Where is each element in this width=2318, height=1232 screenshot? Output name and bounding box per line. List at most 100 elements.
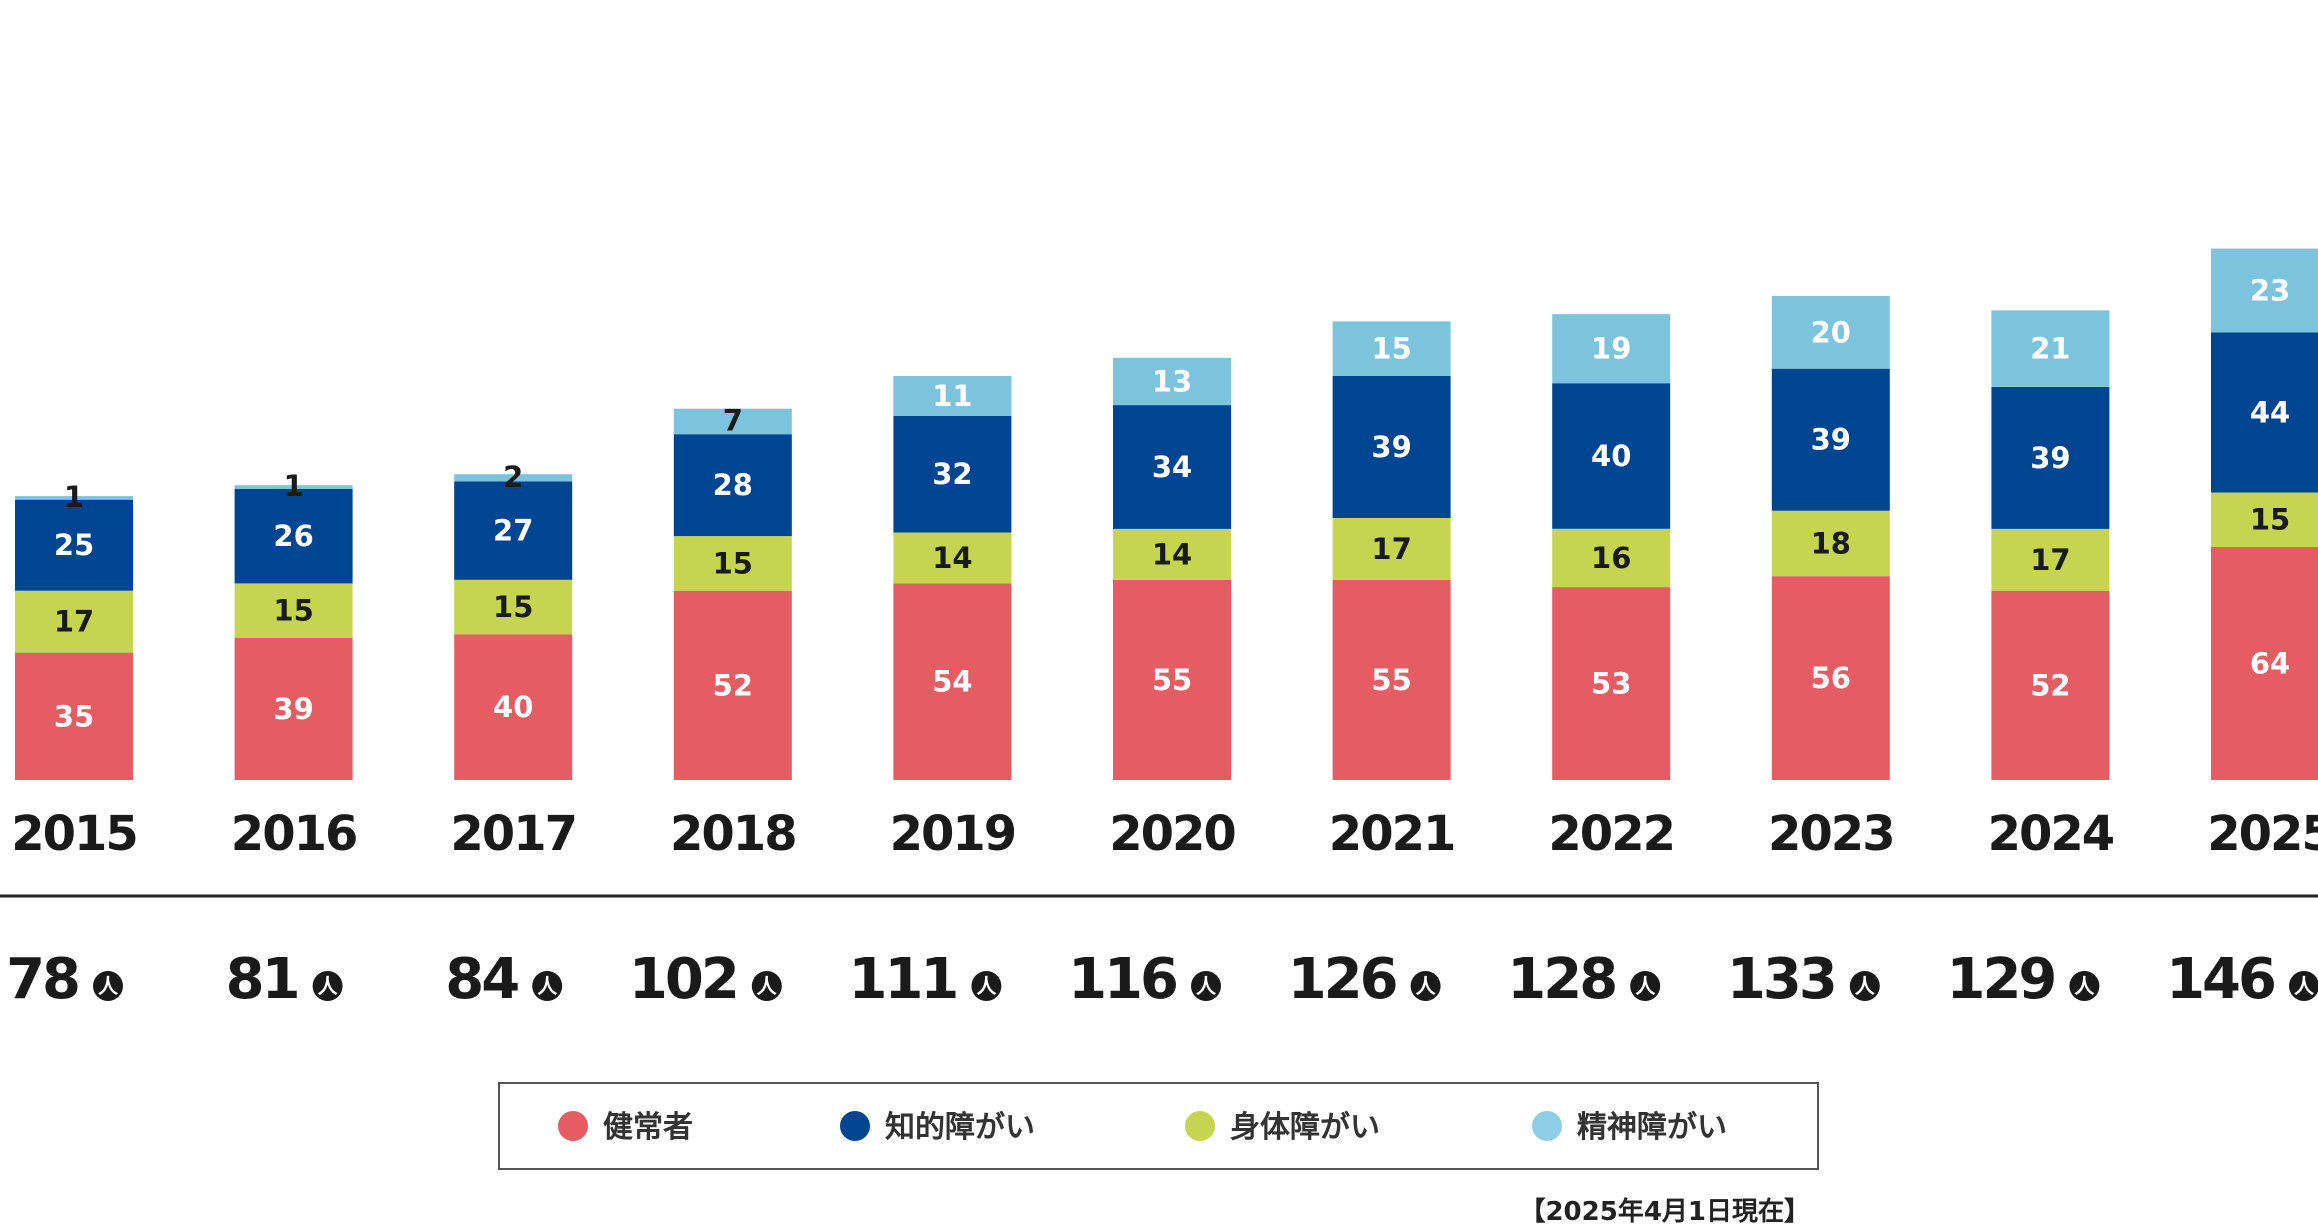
- bar-segment: [1552, 587, 1671, 780]
- data-label: 25: [54, 528, 94, 562]
- bar-segment: [1771, 576, 1890, 780]
- data-label: 14: [1152, 537, 1192, 571]
- bar-segment: [1771, 510, 1890, 577]
- bar-segment: [1991, 590, 2110, 780]
- person-unit-icon: [1410, 971, 1441, 1001]
- data-label: 39: [1811, 423, 1851, 457]
- bar-segment: [454, 474, 573, 482]
- legend-label: 健常者: [603, 1110, 693, 1145]
- bar-segment: [234, 488, 353, 584]
- bar-segment: [234, 485, 353, 489]
- unit-label: 人: [757, 974, 778, 998]
- unit-label: 人: [537, 974, 558, 998]
- data-label: 55: [1152, 663, 1192, 697]
- total-value: 133 人: [1727, 947, 1880, 1012]
- data-label: 17: [54, 605, 94, 639]
- bar-segment: [1332, 376, 1451, 518]
- person-unit-icon: [93, 971, 123, 1001]
- data-label: 17: [1371, 532, 1411, 566]
- bar-segment: [1552, 314, 1671, 384]
- bar-segment: [893, 583, 1012, 780]
- bar-segment: [673, 434, 792, 537]
- legend: 健常者 知的障がい 身体障がい 精神障がい: [498, 1082, 1819, 1170]
- unit-label: 人: [976, 974, 997, 998]
- x-tick-label: 2015: [11, 806, 137, 862]
- unit-label: 人: [1855, 974, 1876, 998]
- year-labels: 2015 2016 2017 2018 2019 2020 2021 2022 2023 2024…: [11, 806, 2318, 862]
- bar-segment: [454, 634, 573, 780]
- bar-segment: [2211, 332, 2318, 493]
- data-label: 18: [1811, 526, 1851, 560]
- data-label: 53: [1591, 667, 1631, 701]
- legend-item: 知的障がい: [840, 1110, 1035, 1145]
- total-value: 128 人: [1507, 947, 1661, 1012]
- person-unit-icon: [971, 971, 1002, 1001]
- x-tick-label: 2020: [1109, 806, 1235, 862]
- x-tick-label: 2021: [1329, 806, 1455, 862]
- data-label: 52: [713, 668, 753, 702]
- bar-segment: [15, 499, 133, 591]
- total-value: 111 人: [848, 947, 1002, 1012]
- total-value: 78 人: [6, 947, 123, 1012]
- bar-segment: [1991, 310, 2110, 387]
- unit-label: 人: [98, 974, 119, 998]
- x-tick-label: 2018: [670, 806, 796, 862]
- data-label: 21: [2030, 332, 2070, 366]
- data-label: 44: [2250, 395, 2290, 429]
- bar-segment: [15, 496, 133, 500]
- legend-item: 健常者: [558, 1110, 693, 1145]
- total-number: 128: [1507, 947, 1615, 1012]
- person-unit-icon: [532, 971, 563, 1001]
- person-unit-icon: [312, 971, 343, 1001]
- x-tick-label: 2019: [890, 806, 1016, 862]
- legend-label: 知的障がい: [885, 1110, 1035, 1145]
- person-unit-icon: [2289, 971, 2318, 1001]
- date-note: 【2025年4月1日現在】: [1519, 1196, 1810, 1227]
- legend-swatch: [558, 1111, 588, 1141]
- total-value: 116 人: [1068, 947, 1221, 1012]
- data-label: 7: [723, 404, 743, 438]
- data-label: 16: [1591, 541, 1631, 575]
- bar-segment: [1991, 528, 2110, 591]
- person-unit-icon: [1191, 971, 1221, 1001]
- data-label: 13: [1152, 364, 1192, 398]
- bar-segment: [1332, 321, 1451, 376]
- bars-group: 35 17 25 1 39 15 26 1 40 15 27 2 52 15 28 7 54 14 32 11 55 14…: [15, 248, 2318, 780]
- bar-segment: [673, 536, 792, 591]
- total-value: 84 人: [445, 947, 563, 1012]
- total-number: 116: [1068, 947, 1176, 1012]
- data-label: 17: [2030, 543, 2070, 577]
- bar-segment: [1113, 405, 1231, 529]
- data-label: 39: [1371, 430, 1411, 464]
- bar-segment: [893, 376, 1012, 416]
- data-label: 35: [54, 699, 94, 733]
- legend-item: 精神障がい: [1532, 1110, 1727, 1145]
- x-tick-label: 2017: [450, 806, 576, 862]
- total-number: 111: [848, 947, 956, 1012]
- data-label: 14: [932, 541, 972, 575]
- unit-label: 人: [2294, 974, 2315, 998]
- data-label: 1: [64, 480, 84, 514]
- data-label: 39: [2030, 441, 2070, 475]
- data-label: 11: [932, 379, 972, 413]
- unit-label: 人: [1416, 974, 1437, 998]
- bar-segment: [454, 579, 573, 635]
- legend-label: 身体障がい: [1230, 1110, 1380, 1145]
- total-number: 133: [1727, 947, 1835, 1012]
- data-label: 52: [2030, 668, 2070, 702]
- data-label: 56: [1811, 661, 1851, 695]
- bar-segment: [15, 652, 133, 780]
- total-number: 102: [629, 947, 737, 1012]
- bar-segment: [2211, 248, 2318, 333]
- legend-box: [498, 1082, 1819, 1170]
- bar-segment: [893, 532, 1012, 584]
- total-number: 146: [2166, 947, 2274, 1012]
- legend-item: 身体障がい: [1185, 1110, 1380, 1145]
- x-tick-label: 2016: [231, 806, 357, 862]
- bar-segment: [1991, 386, 2110, 529]
- bar-segment: [15, 590, 133, 653]
- data-label: 2: [503, 460, 523, 494]
- data-label: 27: [493, 514, 533, 548]
- bar-segment: [1771, 368, 1890, 511]
